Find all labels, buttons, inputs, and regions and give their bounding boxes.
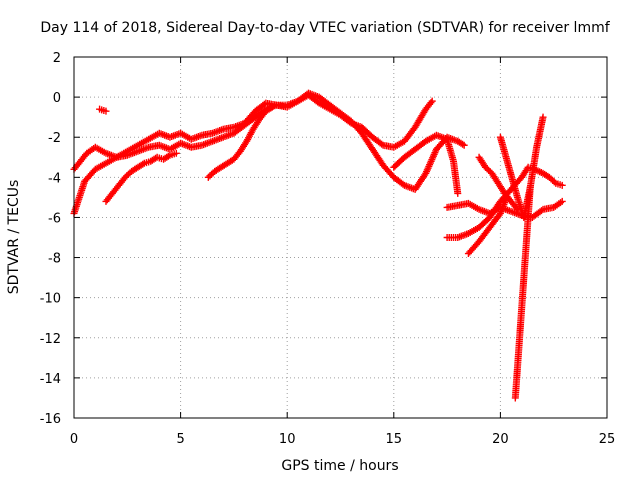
series-track-8 <box>443 163 566 241</box>
data-point <box>454 189 462 197</box>
x-tick-label: 15 <box>386 432 403 447</box>
y-tick-label: -8 <box>48 252 61 267</box>
y-tick-label: 2 <box>53 51 61 66</box>
x-tick-label: 25 <box>599 432 616 447</box>
chart-marks <box>70 89 566 402</box>
data-point <box>539 113 547 121</box>
data-point <box>459 140 467 148</box>
series-track-12 <box>511 183 534 402</box>
chart-title: Day 114 of 2018, Sidereal Day-to-day VTE… <box>40 20 610 36</box>
data-point <box>268 103 276 111</box>
x-axis-title: GPS time / hours <box>281 458 398 474</box>
series-track-5 <box>204 103 276 181</box>
data-point <box>172 149 180 157</box>
series-track-10 <box>475 153 521 213</box>
data-point <box>550 178 558 186</box>
data-point <box>164 152 172 160</box>
data-point <box>538 207 546 215</box>
data-point <box>428 97 436 105</box>
x-tick-label: 5 <box>176 432 184 447</box>
series-track-9 <box>464 193 511 258</box>
data-point <box>526 183 534 191</box>
x-tick-label: 10 <box>279 432 296 447</box>
data-point <box>558 197 566 205</box>
data-point <box>102 107 110 115</box>
y-tick-label: 0 <box>53 91 61 106</box>
y-tick-label: -10 <box>40 292 61 307</box>
data-point <box>139 160 147 168</box>
y-tick-label: -16 <box>40 412 61 427</box>
data-point <box>378 140 386 148</box>
data-point <box>460 141 468 149</box>
data-point <box>558 181 566 189</box>
data-point <box>427 99 435 107</box>
series-track-3 <box>102 149 180 205</box>
y-tick-label: -6 <box>48 211 61 226</box>
y-axis-title: SDTVAR / TECUs <box>6 180 22 295</box>
y-tick-label: -4 <box>48 171 61 186</box>
x-tick-label: 0 <box>70 432 78 447</box>
series-track-2 <box>70 89 468 217</box>
x-tick-label: 20 <box>492 432 509 447</box>
series-track-4 <box>96 105 110 115</box>
y-tick-label: -12 <box>40 332 61 347</box>
plot-frame <box>73 56 608 419</box>
y-tick-label: -14 <box>40 372 61 387</box>
data-point <box>267 104 275 112</box>
series-track-6 <box>390 131 462 197</box>
y-tick-label: -2 <box>48 131 61 146</box>
